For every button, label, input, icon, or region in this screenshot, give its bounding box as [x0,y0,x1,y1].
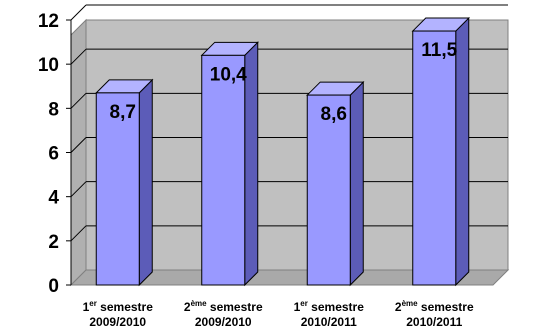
category-line-2: 2010/2011 [301,315,357,329]
bar-2: 10,4 [200,41,259,287]
gridline-side [70,92,87,109]
side-wall [70,18,87,287]
category-line-2: 2009/2010 [195,315,252,329]
bar-3: 8,6 [306,80,365,287]
bar-front [412,30,457,286]
data-label: 8,6 [321,104,347,125]
gridline-side [70,4,87,21]
bar-4: 11,5 [411,16,470,287]
y-tick-label: 10 [38,55,59,76]
y-tick-label: 0 [48,276,59,297]
bar-front [306,94,351,286]
category-line-2: 2009/2010 [89,315,146,329]
bar-side [138,78,153,287]
gridline-side [70,48,87,65]
gridline-side [70,181,87,198]
category-line-1: 2ème semestre [184,299,263,314]
gridline-side [70,225,87,242]
category-line-1: 1er semestre [83,299,154,314]
y-axis: 0 2 4 6 8 10 12 [38,11,72,297]
data-label: 11,5 [421,40,457,61]
y-tick-label: 6 [48,144,59,165]
bar-side [455,16,470,287]
data-label: 8,7 [110,102,136,123]
bar-front [201,54,246,286]
category-line-2: 2010/2011 [406,315,462,329]
y-tick-label: 4 [48,188,59,209]
bar-front [95,92,140,286]
floor [69,269,510,286]
y-tick-label: 2 [48,232,59,253]
bar-side [349,80,364,287]
bars: 8,7 10,4 8,6 11,5 [95,16,470,287]
y-tick-label: 8 [48,99,59,120]
gridline-side [70,137,87,153]
bar-1: 8,7 [95,78,154,287]
category-line-1: 1er semestre [294,299,365,314]
category-line-1: 2ème semestre [395,299,474,314]
y-tick-label: 12 [38,11,59,32]
data-label: 10,4 [210,64,247,85]
